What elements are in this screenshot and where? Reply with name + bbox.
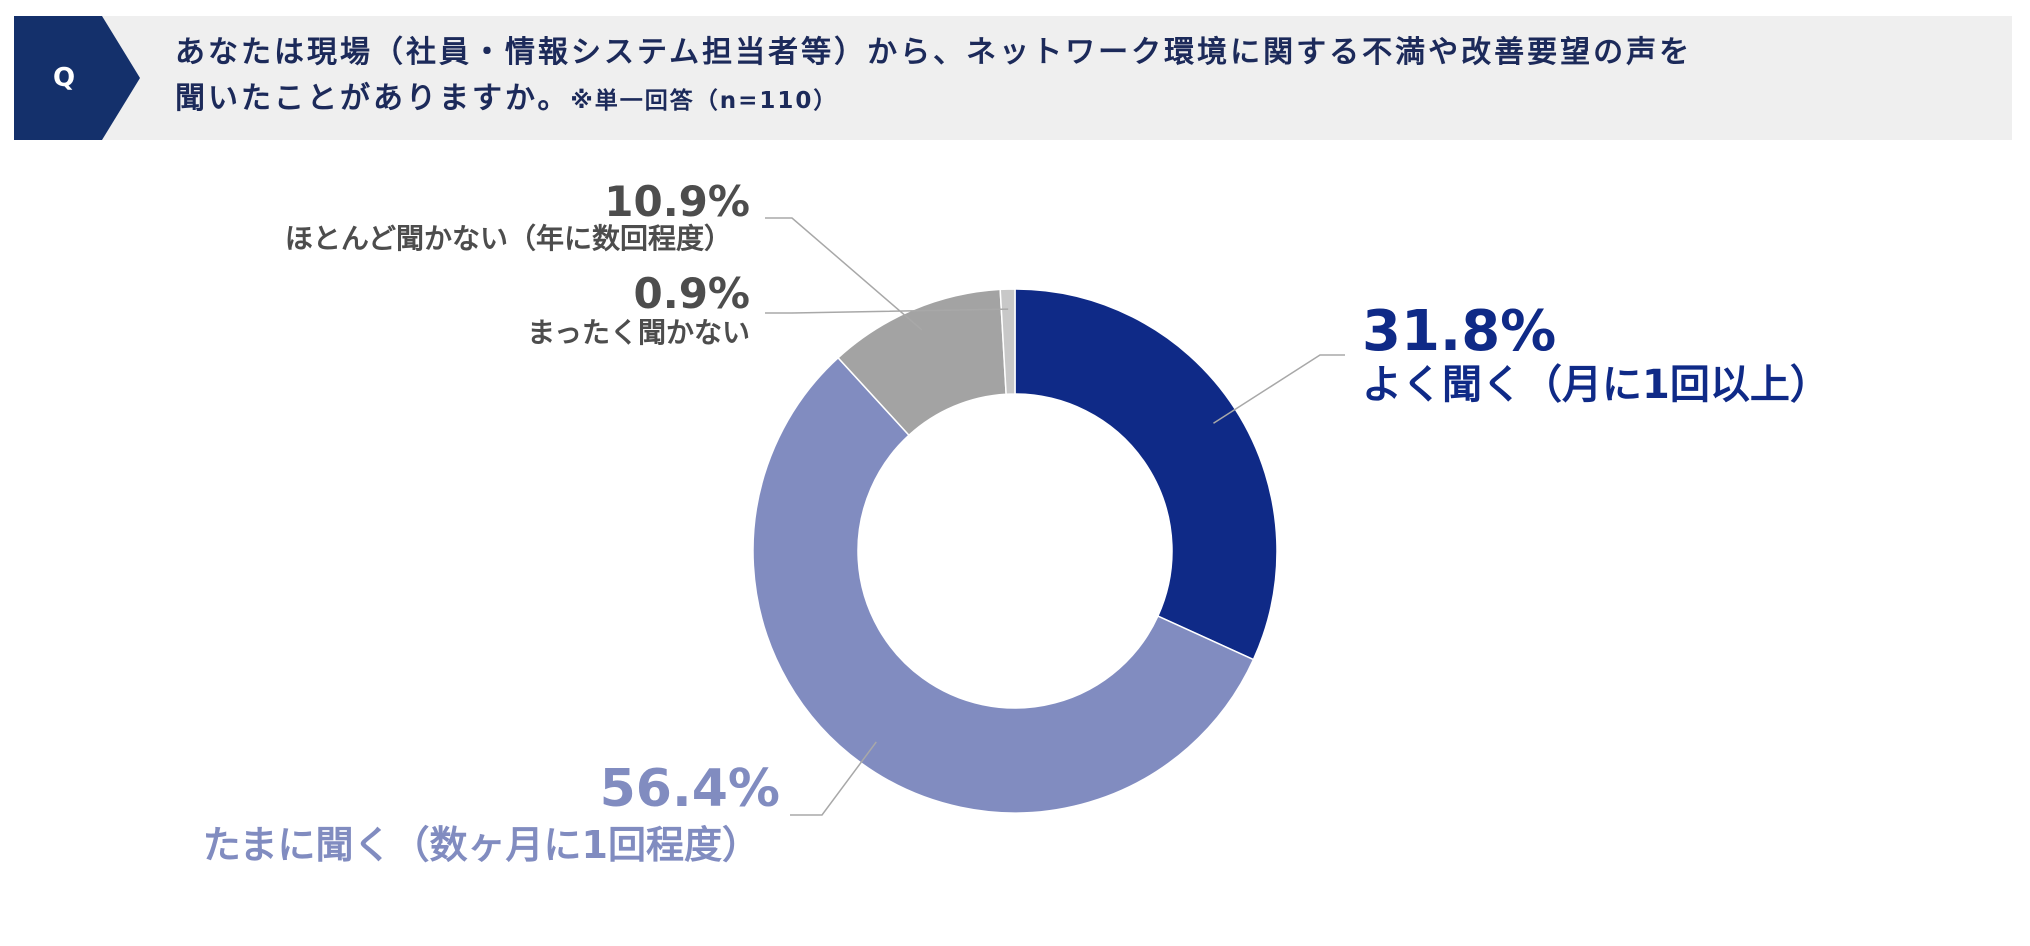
- question-note: ※単一回答（n=110）: [570, 88, 839, 114]
- leader-line-1: [790, 741, 877, 816]
- slice-1: [752, 356, 1255, 814]
- slice-percent-label-1: 56.4%: [600, 759, 780, 819]
- question-text: あなたは現場（社員・情報システム担当者等）から、ネットワーク環境に関する不満や改…: [175, 30, 1995, 124]
- slice-percent-label-3: 0.9%: [634, 269, 750, 318]
- leader-lines: [765, 217, 1345, 816]
- donut-slices: [752, 288, 1278, 814]
- question-badge: [14, 16, 140, 140]
- question-line-2-text: 聞いたことがありますか。: [175, 81, 571, 116]
- question-line-1: あなたは現場（社員・情報システム担当者等）から、ネットワーク環境に関する不満や改…: [175, 35, 1693, 70]
- slice-category-label-0: よく聞く（月に1回以上）: [1362, 362, 1830, 408]
- leader-line-0: [1213, 354, 1345, 424]
- slice-percent-label-2: 10.9%: [604, 177, 750, 226]
- slice-0: [1014, 288, 1278, 661]
- question-banner: [14, 16, 2012, 140]
- slice-labels: 31.8%よく聞く（月に1回以上） 56.4%たまに聞く（数ヶ月に1回程度） 10.…: [203, 177, 1830, 867]
- question-line-2: 聞いたことがありますか。※単一回答（n=110）: [175, 76, 1995, 124]
- slice-3: [999, 288, 1016, 396]
- slice-category-label-2: ほとんど聞かない（年に数回程度）: [285, 222, 732, 255]
- slice-category-label-3: まったく聞かない: [527, 316, 750, 349]
- question-badge-letter: Q: [52, 63, 76, 93]
- slice-percent-label-0: 31.8%: [1362, 299, 1556, 364]
- slice-category-label-1: たまに聞く（数ヶ月に1回程度）: [203, 823, 760, 867]
- leader-line-2: [765, 217, 923, 331]
- leader-line-3: [765, 308, 1009, 314]
